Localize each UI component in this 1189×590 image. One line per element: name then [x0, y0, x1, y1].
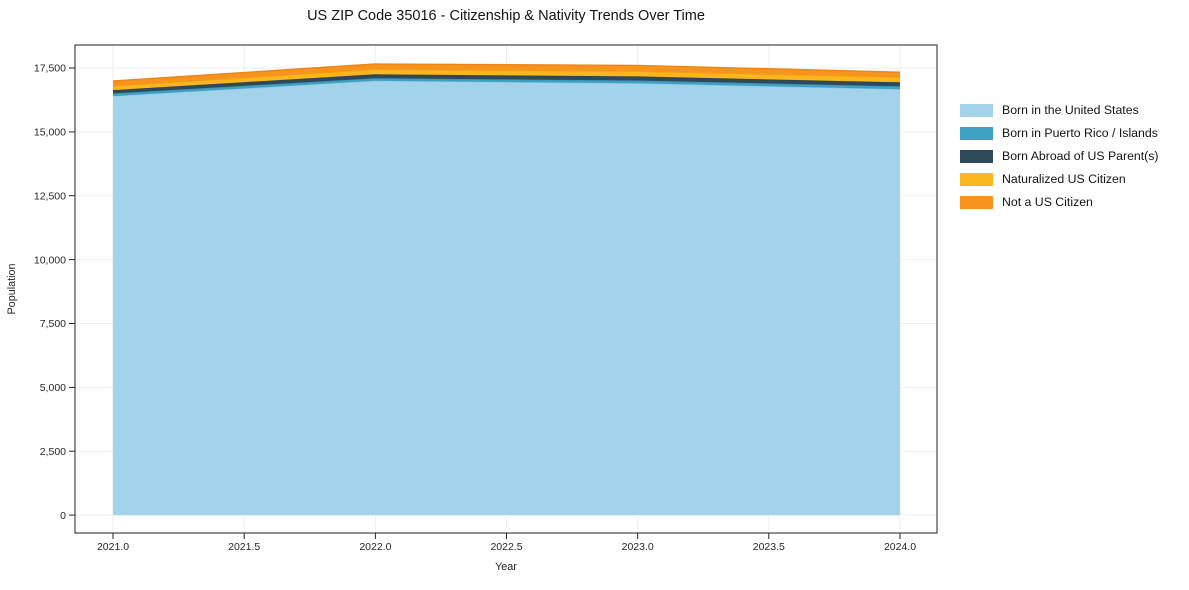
x-tick-label: 2021.5 — [228, 541, 260, 553]
y-tick-label: 7,500 — [40, 318, 66, 330]
y-axis-title: Population — [6, 263, 18, 314]
axis-ticks — [69, 67, 901, 539]
legend-item-0: Born in the United States — [960, 104, 1159, 117]
y-tick-label: 5,000 — [40, 382, 66, 394]
legend-label: Naturalized US Citizen — [1002, 172, 1126, 186]
x-tick-label: 2023.0 — [622, 541, 654, 553]
legend-swatch-icon — [960, 150, 993, 163]
legend-label: Born Abroad of US Parent(s) — [1002, 149, 1159, 163]
y-tick-label: 17,500 — [34, 63, 66, 75]
series-edge-4 — [112, 63, 901, 82]
series-area-3 — [113, 69, 900, 91]
legend-swatch-icon — [960, 173, 993, 186]
series-edge-1 — [112, 77, 901, 95]
x-axis-title: Year — [495, 561, 517, 573]
x-tick-label: 2022.5 — [490, 541, 522, 553]
legend-label: Born in the United States — [1002, 103, 1139, 117]
y-tick-label: 15,000 — [34, 127, 66, 139]
x-tick-label: 2024.0 — [884, 541, 916, 553]
legend-swatch-icon — [960, 104, 993, 117]
legend-item-3: Naturalized US Citizen — [960, 173, 1159, 186]
x-tick-label: 2022.0 — [359, 541, 391, 553]
chart-legend: Born in the United States Born in Puerto … — [960, 104, 1159, 219]
legend-item-1: Born in Puerto Rico / Islands — [960, 127, 1159, 140]
legend-item-2: Born Abroad of US Parent(s) — [960, 150, 1159, 163]
y-tick-label: 0 — [60, 510, 66, 522]
x-tick-label: 2021.0 — [97, 541, 129, 553]
legend-label: Born in Puerto Rico / Islands — [1002, 126, 1158, 140]
y-tick-label: 12,500 — [34, 190, 66, 202]
legend-label: Not a US Citizen — [1002, 195, 1093, 209]
legend-swatch-icon — [960, 196, 993, 209]
chart-title: US ZIP Code 35016 - Citizenship & Nativi… — [307, 8, 705, 24]
y-tick-label: 2,500 — [40, 446, 66, 458]
series-area-4 — [113, 64, 900, 87]
x-tick-label: 2023.5 — [753, 541, 785, 553]
y-tick-label: 10,000 — [34, 254, 66, 266]
axis-tick-labels: 0 2,500 5,000 7,500 10,000 12,500 15,000 17,500… — [34, 63, 916, 553]
legend-swatch-icon — [960, 127, 993, 140]
series-area-2 — [113, 74, 900, 94]
area-series — [112, 63, 901, 516]
series-area-0 — [113, 80, 900, 516]
legend-item-4: Not a US Citizen — [960, 196, 1159, 209]
